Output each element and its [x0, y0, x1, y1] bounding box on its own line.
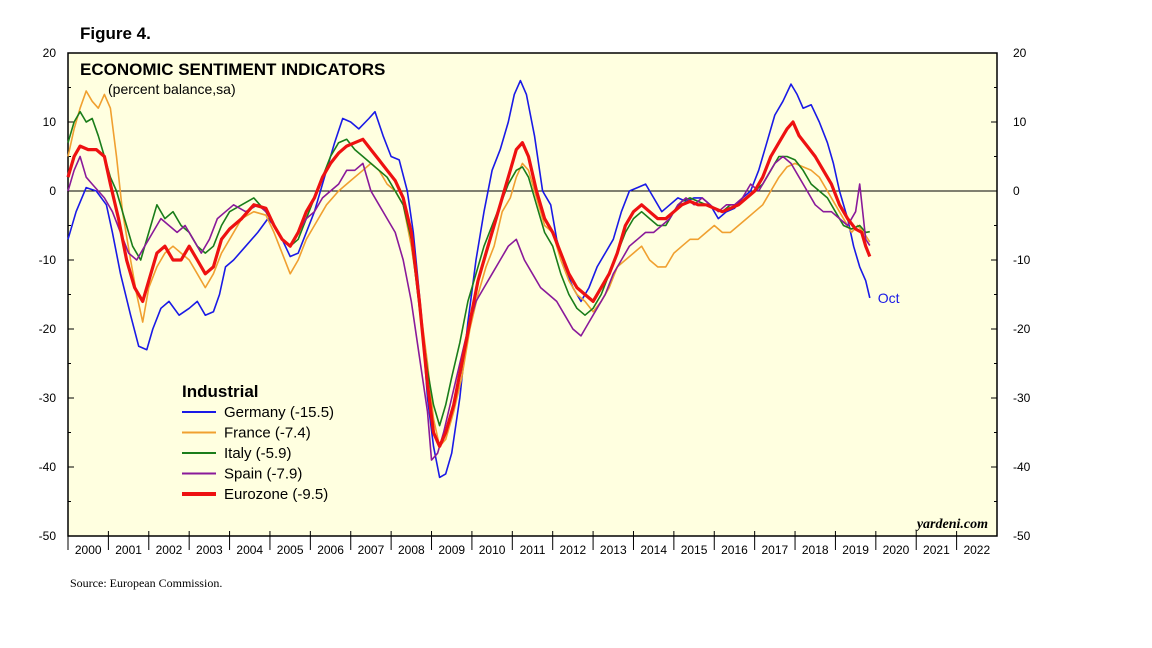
- y-tick-label-left: -50: [39, 529, 57, 543]
- x-tick-label: 2005: [277, 543, 304, 557]
- legend-label-italy: Italy (-5.9): [224, 445, 292, 462]
- legend: Industrial Germany (-15.5) France (-7.4) I…: [182, 382, 334, 503]
- series-line-france: [67, 90, 871, 448]
- x-tick-label: 2022: [963, 543, 990, 557]
- x-tick-label: 2012: [560, 543, 587, 557]
- x-tick-label: 2014: [640, 543, 667, 557]
- y-tick-label-left: 20: [43, 46, 57, 60]
- x-tick-label: 2003: [196, 543, 223, 557]
- figure-label: Figure 4.: [80, 24, 151, 43]
- x-tick-label: 2013: [600, 543, 627, 557]
- y-tick-label-right: -30: [1013, 391, 1031, 405]
- x-tick-label: 2010: [479, 543, 506, 557]
- legend-label-spain: Spain (-7.9): [224, 466, 302, 483]
- watermark: yardeni.com: [915, 517, 988, 532]
- y-tick-label-right: -20: [1013, 322, 1031, 336]
- y-tick-label-right: -40: [1013, 460, 1031, 474]
- x-tick-label: 2006: [317, 543, 344, 557]
- legend-label-germany: Germany (-15.5): [224, 404, 334, 421]
- x-tick-label: 2016: [721, 543, 748, 557]
- series-line-eurozone: [66, 120, 872, 448]
- x-tick-label: 2017: [761, 543, 788, 557]
- chart-subtitle: (percent balance,sa): [108, 81, 236, 97]
- legend-label-eurozone: Eurozone (-9.5): [224, 486, 328, 503]
- source-note: Source: European Commission.: [70, 576, 223, 590]
- series-line-germany: [67, 79, 871, 479]
- y-tick-label-right: -50: [1013, 529, 1031, 543]
- y-tick-label-right: -10: [1013, 253, 1031, 267]
- y-tick-label-right: 10: [1013, 115, 1027, 129]
- x-tick-label: 2004: [236, 543, 263, 557]
- x-tick-label: 2001: [115, 543, 142, 557]
- series-layer: [66, 79, 872, 479]
- x-tick-label: 2020: [883, 543, 910, 557]
- x-tick-label: 2018: [802, 543, 829, 557]
- x-tick-label: 2015: [681, 543, 708, 557]
- x-tick-label: 2011: [520, 543, 546, 557]
- x-tick-label: 2019: [842, 543, 869, 557]
- x-tick-label: 2009: [438, 543, 465, 557]
- legend-title: Industrial: [182, 382, 259, 401]
- y-tick-label-left: -20: [39, 322, 57, 336]
- x-tick-label: 2002: [156, 543, 183, 557]
- y-tick-label-right: 20: [1013, 46, 1027, 60]
- y-tick-label-left: 0: [49, 184, 56, 198]
- x-tick-label: 2007: [358, 543, 385, 557]
- y-tick-label-right: 0: [1013, 184, 1020, 198]
- y-tick-label-left: -40: [39, 460, 57, 474]
- chart-title: ECONOMIC SENTIMENT INDICATORS: [80, 60, 385, 79]
- x-tick-label: 2000: [75, 543, 102, 557]
- y-tick-label-left: -30: [39, 391, 57, 405]
- x-tick-label: 2008: [398, 543, 425, 557]
- y-tick-label-left: -10: [39, 253, 57, 267]
- x-tick-label: 2021: [923, 543, 950, 557]
- end-annotation: Oct: [878, 290, 900, 306]
- y-tick-label-left: 10: [43, 115, 57, 129]
- legend-label-france: France (-7.4): [224, 425, 311, 442]
